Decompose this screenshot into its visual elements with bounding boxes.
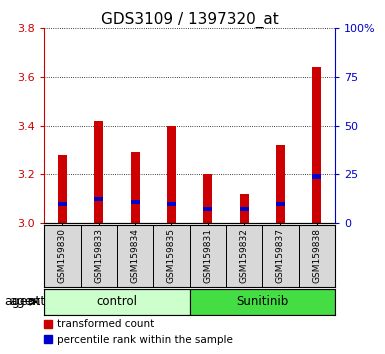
Text: agent: agent [4, 295, 40, 308]
Text: control: control [97, 295, 137, 308]
Text: GSM159834: GSM159834 [131, 228, 140, 283]
Bar [131, 153, 140, 223]
Text: GSM159830: GSM159830 [58, 228, 67, 283]
Bar [58, 202, 67, 206]
Bar [239, 194, 249, 223]
Bar [80, 225, 117, 287]
Bar [312, 174, 321, 179]
Bar [44, 225, 80, 287]
Bar [299, 225, 335, 287]
Bar [190, 289, 335, 315]
Text: GSM159833: GSM159833 [94, 228, 103, 283]
Text: GSM159837: GSM159837 [276, 228, 285, 283]
Bar [276, 145, 285, 223]
Bar [239, 207, 249, 211]
Bar [190, 225, 226, 287]
Bar [131, 200, 140, 204]
Bar [262, 225, 299, 287]
Title: GDS3109 / 1397320_at: GDS3109 / 1397320_at [101, 12, 278, 28]
Bar [153, 225, 189, 287]
Bar [94, 121, 103, 223]
Bar [167, 126, 176, 223]
Bar [226, 225, 262, 287]
Bar [167, 202, 176, 206]
Legend: transformed count, percentile rank within the sample: transformed count, percentile rank withi… [40, 315, 236, 349]
Bar [117, 225, 153, 287]
Text: GSM159838: GSM159838 [312, 228, 321, 283]
Bar [44, 289, 190, 315]
Bar [94, 198, 103, 201]
Text: GSM159835: GSM159835 [167, 228, 176, 283]
Bar [276, 202, 285, 206]
Bar [203, 174, 212, 223]
Bar [58, 155, 67, 223]
Text: Sunitinib: Sunitinib [236, 295, 288, 308]
Text: GSM159831: GSM159831 [203, 228, 212, 283]
Bar [203, 207, 212, 211]
Text: agent: agent [10, 295, 46, 308]
Text: GSM159832: GSM159832 [239, 228, 249, 283]
Bar [312, 67, 321, 223]
